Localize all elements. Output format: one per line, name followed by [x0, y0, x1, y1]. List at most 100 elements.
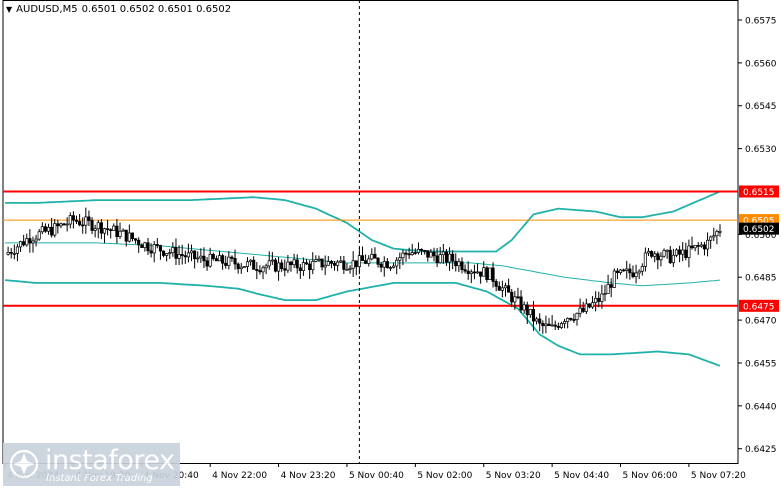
y-tick-label: 0.6440	[745, 402, 777, 412]
candle-body	[137, 239, 141, 246]
candle-body	[653, 253, 657, 257]
candle-body	[345, 268, 349, 271]
candle-body	[314, 259, 318, 262]
candle-body	[569, 317, 573, 320]
level-price-tag	[739, 185, 779, 198]
candle-body	[28, 238, 32, 244]
candle-body	[140, 244, 144, 248]
candle-body	[432, 251, 436, 257]
candle-body	[513, 296, 517, 303]
candle-body	[544, 323, 548, 327]
candle-body	[158, 245, 162, 252]
candle-body	[479, 271, 483, 277]
candle-body	[699, 244, 703, 247]
candle-body	[18, 241, 23, 248]
candle-body	[239, 266, 243, 270]
candle-body	[109, 229, 113, 231]
candle-body	[444, 251, 448, 263]
candle-body	[469, 271, 473, 274]
level-price-tag	[739, 299, 779, 312]
candle-body	[668, 249, 672, 264]
candle-body	[587, 303, 591, 308]
candle-body	[373, 253, 377, 259]
level-price-label: 0.6515	[743, 188, 775, 198]
candle-body	[118, 230, 122, 238]
candle-body	[227, 256, 231, 266]
candle-body	[376, 257, 380, 265]
candle-body	[183, 255, 187, 258]
candle-body	[255, 269, 259, 271]
candle-body	[112, 225, 116, 231]
candle-body	[93, 228, 97, 231]
candle-body	[581, 307, 585, 312]
candle-body	[690, 245, 694, 249]
candle-body	[578, 307, 582, 314]
candle-body	[488, 267, 492, 280]
candle-body	[87, 216, 91, 221]
candle-body	[224, 262, 228, 266]
candle-body	[662, 250, 666, 257]
candle-body	[563, 321, 567, 324]
candle-body	[168, 252, 172, 254]
candle-body	[332, 263, 337, 266]
candle-body	[12, 253, 16, 255]
candle-body	[556, 325, 560, 328]
candle-body	[472, 271, 476, 274]
level-price-label: 0.6475	[743, 302, 775, 312]
candle-body	[451, 253, 455, 262]
candle-body	[659, 255, 663, 261]
price-line-label: 0.6505	[743, 217, 775, 227]
candle-body	[674, 249, 679, 256]
candle-body	[531, 308, 536, 322]
candle-body	[37, 231, 41, 240]
candle-body	[590, 302, 595, 308]
candle-body	[267, 260, 271, 267]
logo-mark-icon	[9, 449, 39, 479]
candle-body	[712, 235, 716, 238]
candle-body	[46, 226, 51, 232]
y-tick-label: 0.6455	[745, 359, 777, 369]
candle-body	[466, 270, 470, 274]
current-price-label: 0.6502	[743, 225, 775, 235]
candle-body	[317, 258, 321, 261]
candle-body	[622, 269, 626, 272]
candle-body	[249, 259, 253, 263]
candle-body	[702, 244, 707, 250]
candle-body	[336, 261, 340, 266]
y-tick-label: 0.6530	[745, 145, 777, 155]
candle-body	[115, 225, 119, 238]
candle-body	[68, 215, 72, 225]
candle-body	[416, 248, 421, 253]
candle-body	[199, 255, 203, 259]
candle-body	[519, 296, 523, 311]
candle-body	[398, 257, 402, 261]
candle-body	[50, 226, 54, 236]
candle-body	[612, 270, 616, 288]
candle-body	[84, 216, 88, 226]
instaforex-logo: instaforex Instant Forex Trading	[3, 443, 180, 486]
candle-body	[258, 270, 262, 273]
candle-body	[382, 261, 386, 268]
logo-name: instaforex	[45, 445, 175, 476]
candle-body	[301, 262, 305, 271]
candle-body	[718, 230, 722, 233]
candle-body	[233, 258, 237, 265]
candle-body	[463, 269, 467, 272]
candle-body	[9, 251, 13, 254]
candle-body	[401, 252, 405, 259]
caret-down-icon[interactable]: ▼	[6, 4, 13, 14]
candle-body	[594, 297, 598, 303]
candle-body	[270, 259, 274, 262]
bollinger-middle-band	[5, 242, 721, 287]
x-tick-label: 5 Nov 00:40	[349, 471, 404, 481]
candle-body	[370, 253, 374, 260]
candle-body	[121, 229, 125, 232]
candle-body	[494, 281, 498, 287]
candle-body	[646, 251, 651, 254]
candle-body	[497, 286, 501, 291]
candle-body	[575, 312, 579, 320]
candle-body	[457, 261, 461, 267]
logo-tagline: Instant Forex Trading	[46, 473, 153, 484]
